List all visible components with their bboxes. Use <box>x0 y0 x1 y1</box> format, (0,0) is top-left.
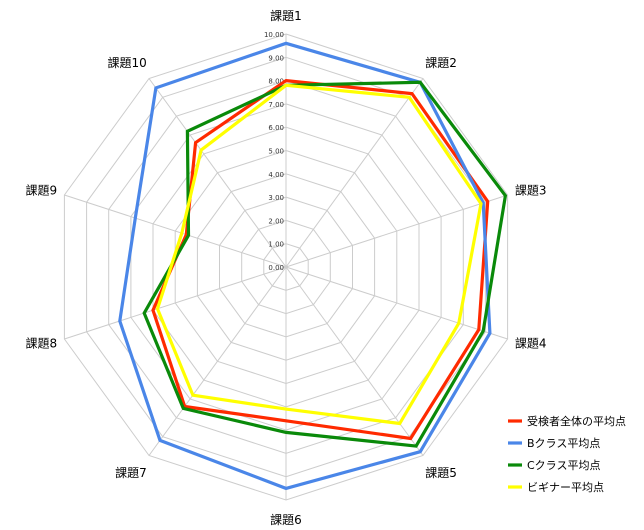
category-label: 課題3 <box>515 183 547 198</box>
legend-entry: 受検者全体の平均点 <box>527 414 626 428</box>
series-line <box>155 83 483 426</box>
tick-label: 5.00 <box>268 148 284 156</box>
grid <box>63 33 509 501</box>
radial-tick-labels: 0.00 1.00 2.00 3.00 4.00 5.00 6.00 7.00 8.00 9.00… <box>264 31 284 272</box>
tick-label: 3.00 <box>268 194 284 202</box>
tick-label: 6.00 <box>268 124 284 132</box>
category-label: 課題6 <box>270 512 302 527</box>
tick-label: 9.00 <box>268 54 284 62</box>
tick-label: 10.00 <box>264 31 284 39</box>
tick-label: 2.00 <box>268 217 284 225</box>
tick-label: 8.00 <box>268 78 284 86</box>
series-line <box>142 80 508 448</box>
category-label: 課題1 <box>270 8 302 23</box>
axis-spoke <box>285 194 508 268</box>
series-line <box>118 41 492 491</box>
category-label: 課題2 <box>425 55 457 70</box>
series-lines <box>118 41 508 491</box>
category-label: 課題8 <box>25 335 57 350</box>
category-label: 課題5 <box>425 465 457 480</box>
legend-entry: ビギナー平均点 <box>527 481 604 494</box>
axis-spoke <box>148 266 287 456</box>
category-label: 課題4 <box>515 335 547 350</box>
axis-spoke <box>64 266 287 340</box>
axis-spoke <box>64 194 287 268</box>
axis-spoke <box>285 266 508 340</box>
category-label: 課題10 <box>108 55 147 70</box>
legend-entry: Bクラス平均点 <box>527 437 600 450</box>
category-labels: 課題1 課題2 課題3 課題4 課題5 課題6 課題7 課題8 課題9 課題10 <box>25 8 546 527</box>
axis-spoke <box>148 78 287 268</box>
tick-label: 4.00 <box>268 171 284 179</box>
tick-label: 7.00 <box>268 101 284 109</box>
axis-spoke <box>285 266 424 456</box>
category-label: 課題7 <box>115 465 147 480</box>
category-label: 課題9 <box>25 183 57 198</box>
tick-label: 0.00 <box>268 264 284 272</box>
axis-spoke <box>285 78 424 268</box>
tick-label: 1.00 <box>268 241 284 249</box>
legend-entry: Cクラス平均点 <box>527 459 600 472</box>
series-line <box>151 78 490 441</box>
